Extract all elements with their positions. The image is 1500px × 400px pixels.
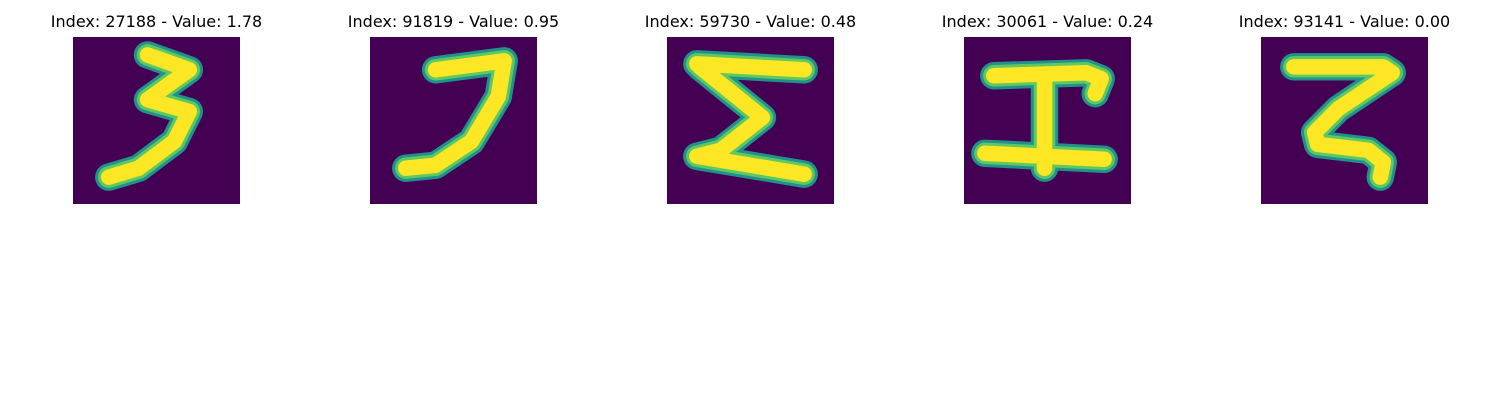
digit-image <box>667 37 834 204</box>
glyph-strokes <box>95 41 204 191</box>
glyph-stroke <box>977 65 1112 176</box>
digit-image <box>370 37 537 204</box>
panel-title: Index: 93141 - Value: 0.00 <box>1238 12 1451 31</box>
glyph-stroke <box>689 56 812 182</box>
glyph-strokes <box>1280 53 1406 191</box>
glyph-strokes <box>392 47 518 182</box>
panel-title: Index: 91819 - Value: 0.95 <box>347 12 560 31</box>
glyph-stroke <box>101 47 198 185</box>
glyph-strokes <box>683 50 818 188</box>
glyph-stroke <box>1286 59 1400 185</box>
glyph-stroke <box>398 53 512 176</box>
glyph-strokes <box>971 59 1118 182</box>
digit-image <box>73 37 240 204</box>
digit-image <box>964 37 1131 204</box>
digit-image <box>1261 37 1428 204</box>
panel-title: Index: 27188 - Value: 1.78 <box>50 12 263 31</box>
panel-title: Index: 59730 - Value: 0.48 <box>644 12 857 31</box>
panel-title: Index: 30061 - Value: 0.24 <box>941 12 1154 31</box>
